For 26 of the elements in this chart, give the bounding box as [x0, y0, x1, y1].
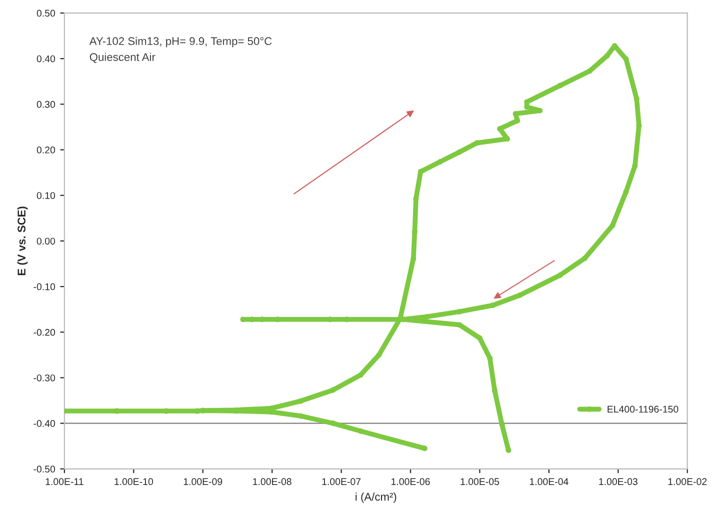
x-tick-label: 1.00E-11 [46, 478, 84, 486]
y-tick-label: -0.30 [34, 374, 56, 382]
y-tick-label: -0.20 [34, 328, 56, 336]
annotation: Quiescent Air [90, 52, 156, 63]
x-axis-title: i (A/cm²) [356, 492, 396, 503]
y-tick-label: 0.10 [36, 192, 56, 199]
x-tick-label: 1.00E-05 [460, 478, 500, 486]
legend-label: EL400-1196-150 [608, 406, 678, 413]
x-tick-label: 1.00E-06 [392, 478, 430, 486]
x-tick-label: 1.00E-08 [253, 478, 292, 486]
y-tick-label: 0.30 [36, 100, 56, 108]
y-tick-label: 0.00 [36, 238, 56, 245]
x-tick-label: 1.00E-02 [668, 478, 707, 486]
y-tick-label: -0.40 [34, 420, 56, 427]
x-tick-label: 1.00E-03 [599, 478, 638, 486]
y-tick-label: -0.10 [34, 283, 56, 290]
x-tick-label: 1.00E-09 [184, 478, 222, 486]
y-tick-label: -0.50 [34, 466, 56, 473]
y-tick-label: 0.50 [36, 10, 56, 17]
y-tick-label: 0.20 [36, 146, 56, 154]
annotation: AY-102 Sim13, pH= 9.9, Temp= 50°C [89, 36, 272, 48]
x-tick-label: 1.00E-07 [322, 478, 361, 486]
y-tick-label: 0.40 [36, 55, 56, 62]
x-tick-label: 1.00E-04 [530, 478, 568, 486]
x-tick-label: 1.00E-10 [114, 478, 154, 486]
y-axis-title: E (V vs. SCE) [17, 206, 28, 276]
